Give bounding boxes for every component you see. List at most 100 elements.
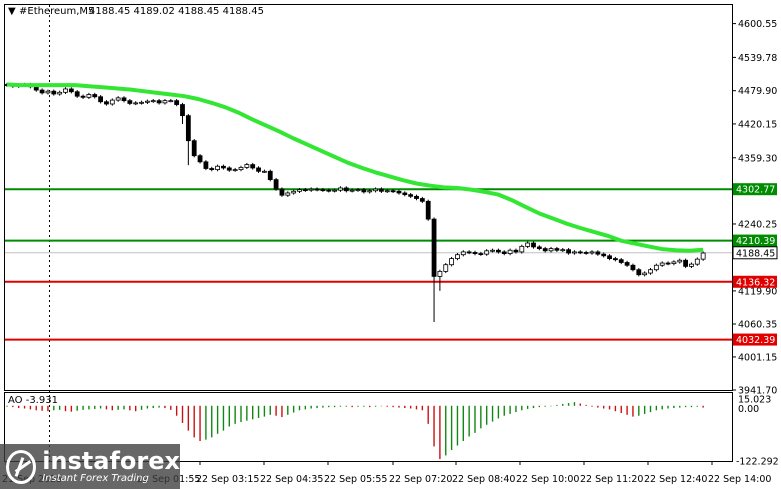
candle-body: [659, 262, 665, 266]
candle-body: [221, 165, 226, 169]
candle-body: [33, 86, 39, 91]
candle-body: [156, 100, 162, 104]
candle-body: [536, 246, 542, 249]
dropdown-arrow[interactable]: ▼: [8, 6, 16, 17]
candle-body: [484, 250, 490, 255]
candle-body: [419, 198, 425, 202]
x-tick-label: 22 Sep 12:40: [644, 474, 707, 485]
candle-body: [121, 97, 127, 102]
candle-body: [384, 190, 390, 193]
candle-body: [80, 95, 86, 98]
level-price-tag-bg: [733, 234, 777, 247]
logo-name: instaforex: [42, 447, 180, 475]
candle-body: [449, 258, 455, 266]
candle-body: [185, 115, 191, 142]
candle-body: [560, 249, 566, 252]
candle-body: [332, 189, 338, 192]
candle-body: [250, 164, 256, 169]
candle-body: [595, 251, 601, 255]
candle-body: [109, 99, 115, 105]
y-tick-label: 4001.15: [738, 352, 777, 363]
candle-body: [677, 259, 683, 263]
current-price-tag-bg: [732, 246, 778, 260]
candle-body: [636, 269, 642, 276]
indicator-panel-frame: [4, 392, 733, 462]
candle-body: [531, 242, 536, 248]
ao-max-label: 15.023: [738, 395, 771, 406]
y-tick-label: 4119.90: [738, 286, 777, 297]
candle-body: [39, 89, 45, 94]
candle-body: [86, 94, 92, 98]
candle-body: [501, 251, 507, 254]
y-tick-label: 4479.90: [738, 86, 777, 97]
candle-body: [443, 264, 449, 272]
candle-body: [378, 188, 384, 192]
candle-body: [390, 190, 396, 193]
candle-body: [601, 253, 607, 257]
candle-body: [408, 194, 414, 197]
candle-body: [203, 161, 209, 169]
candle-body: [460, 251, 466, 256]
main-panel-frame: [4, 4, 733, 391]
y-tick-label: 4060.35: [738, 320, 777, 331]
candle-body: [297, 189, 302, 192]
candle-body: [618, 259, 624, 263]
candle-body: [168, 100, 174, 103]
candle-body: [665, 262, 671, 265]
y-tick-label: 4359.30: [738, 153, 777, 164]
candle-body: [361, 189, 367, 193]
candle-body: [507, 249, 513, 254]
candle-body: [577, 251, 583, 254]
candle-body: [273, 179, 279, 190]
candle-body: [314, 188, 320, 191]
candle-body: [624, 262, 630, 266]
y-tick-label: 4539.78: [738, 53, 777, 64]
candle-body: [414, 195, 419, 199]
candle-body: [127, 100, 133, 104]
candle-body: [320, 189, 326, 192]
candle-body: [308, 188, 314, 191]
candle-body: [402, 192, 408, 196]
candle-body: [466, 251, 472, 254]
candle-body: [232, 169, 238, 172]
watermark-logo: instaforex Instant Forex Trading: [0, 444, 180, 489]
candle-body: [455, 254, 460, 259]
level-price-tag: 4302.77: [736, 185, 775, 196]
y-tick-label: 4600.55: [738, 19, 777, 30]
x-tick-label: 22 Sep 04:35: [260, 474, 323, 485]
level-price-tag-bg: [733, 183, 777, 196]
logo-icon: [6, 449, 37, 484]
x-tick-label: 22 Sep 03:15: [196, 474, 259, 485]
candle-body: [74, 91, 80, 97]
candle-body: [326, 189, 332, 192]
y-tick-label: 3941.70: [738, 386, 777, 397]
candle-body: [607, 255, 612, 259]
candle-body: [63, 88, 68, 93]
candle-body: [700, 252, 706, 260]
candle-body: [133, 102, 139, 105]
x-tick-label: 22 Sep 11:20: [580, 474, 643, 485]
candle-body: [338, 187, 343, 191]
candle-body: [373, 188, 378, 192]
candle-body: [238, 166, 244, 171]
candle-body: [261, 170, 267, 173]
candle-body: [68, 88, 74, 93]
level-price-tag: 4136.32: [736, 277, 775, 288]
candle-body: [683, 259, 688, 267]
candle-body: [554, 248, 560, 251]
candle-body: [285, 192, 291, 196]
logo-text: instaforex Instant Forex Trading: [42, 449, 180, 484]
x-tick-label: 22 Sep 07:20: [389, 474, 452, 485]
indicator-label: AO -3.931: [8, 395, 58, 406]
candle-body: [267, 170, 273, 181]
candle-body: [653, 264, 659, 271]
candle-body: [572, 251, 577, 254]
candle-body: [367, 190, 373, 193]
candle-body: [115, 97, 121, 101]
x-tick-label: 22 Sep 05:55: [324, 474, 387, 485]
candle-body: [162, 100, 168, 104]
candle-body: [478, 253, 484, 255]
candle-body: [542, 248, 548, 252]
y-tick-label: 4420.15: [738, 119, 777, 130]
